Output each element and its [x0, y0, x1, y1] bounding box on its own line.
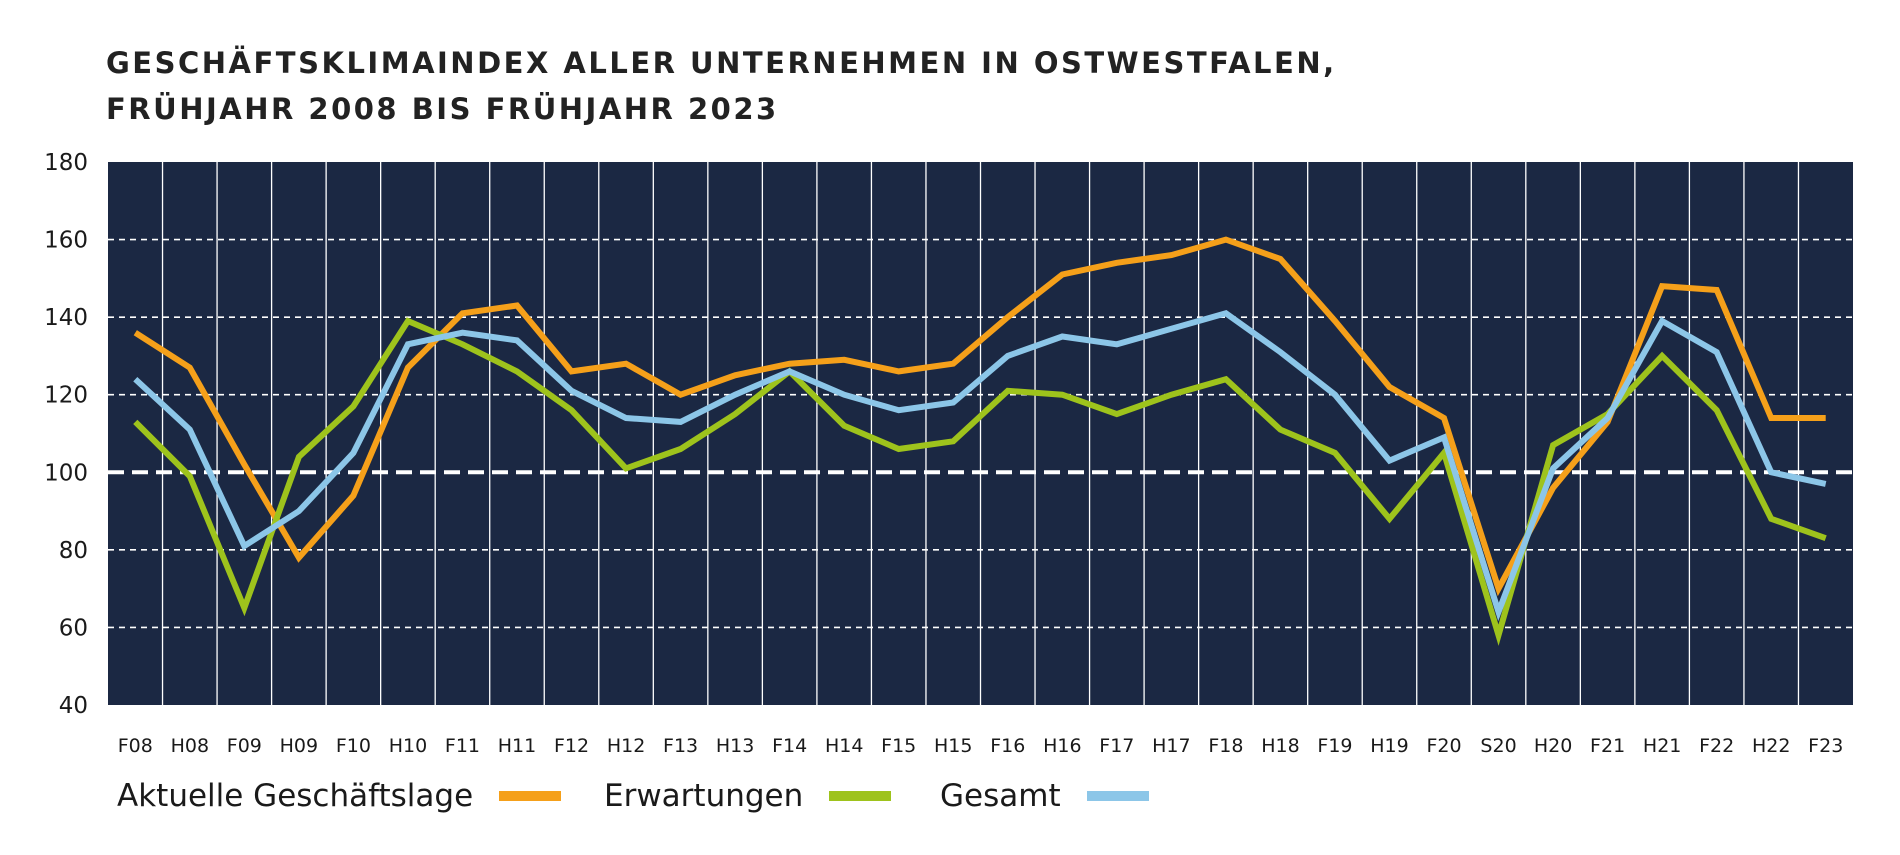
- x-tick-label: F13: [663, 735, 698, 757]
- y-tick-label: 40: [59, 693, 88, 719]
- x-tick-label: H14: [825, 735, 863, 757]
- x-tick-label: H16: [1043, 735, 1081, 757]
- y-tick-label: 60: [59, 615, 88, 641]
- legend-label: Erwartungen: [604, 778, 804, 814]
- x-tick-label: F15: [881, 735, 916, 757]
- y-tick-label: 120: [44, 383, 88, 409]
- x-tick-label: H09: [280, 735, 318, 757]
- x-tick-label: H17: [1152, 735, 1190, 757]
- legend-item-gesamt: Gesamt: [940, 776, 1149, 816]
- x-tick-label: H19: [1370, 735, 1408, 757]
- x-tick-label: F18: [1208, 735, 1243, 757]
- x-tick-label: F12: [554, 735, 589, 757]
- series-line-aktuelle-gesch-ftslage: [133, 236, 1826, 597]
- chart-title: GESCHÄFTSKLIMAINDEX ALLER UNTERNEHMEN IN…: [106, 40, 1337, 132]
- chart-title-line-2: FRÜHJAHR 2008 BIS FRÜHJAHR 2023: [106, 92, 779, 126]
- y-tick-label: 160: [44, 228, 88, 254]
- x-tick-label: F20: [1426, 735, 1461, 757]
- x-tick-label: F22: [1699, 735, 1734, 757]
- y-axis-tick-labels: 40 60 80 100 120 140 160 180: [44, 150, 88, 719]
- y-tick-label: 180: [44, 150, 88, 176]
- series-line-erwartungen: [133, 317, 1827, 646]
- x-tick-label: F11: [445, 735, 480, 757]
- legend-label: Aktuelle Geschäftslage: [117, 778, 474, 814]
- x-tick-label: F16: [990, 735, 1025, 757]
- x-tick-label: F10: [336, 735, 371, 757]
- x-tick-label: S20: [1480, 735, 1516, 757]
- x-tick-label: F14: [772, 735, 807, 757]
- x-tick-label: H12: [607, 735, 645, 757]
- x-tick-label: F09: [227, 735, 262, 757]
- x-tick-label: F17: [1099, 735, 1134, 757]
- y-tick-label: 100: [44, 460, 88, 486]
- x-tick-label: H08: [171, 735, 209, 757]
- y-tick-label: 80: [59, 538, 88, 564]
- line-chart: 40 60 80 100 120 140 160 180 F08 H08 F09 H09 F10 H10…: [44, 150, 1853, 757]
- legend-item-erwartungen: Erwartungen: [604, 776, 892, 816]
- x-tick-label: F19: [1317, 735, 1352, 757]
- chart-title-line-1: GESCHÄFTSKLIMAINDEX ALLER UNTERNEHMEN IN…: [106, 46, 1337, 80]
- x-axis-tick-labels: F08 H08 F09 H09 F10 H10 F11 H11 F12 H12 F13 H13 F14 H…: [118, 735, 1844, 757]
- x-tick-label: H13: [716, 735, 754, 757]
- x-tick-label: H10: [389, 735, 427, 757]
- x-tick-label: H20: [1534, 735, 1572, 757]
- x-tick-label: F21: [1590, 735, 1625, 757]
- x-tick-label: F23: [1808, 735, 1843, 757]
- x-tick-label: H15: [934, 735, 972, 757]
- legend-swatch-orange: [499, 791, 562, 801]
- x-tick-label: H18: [1261, 735, 1299, 757]
- legend-swatch-green: [829, 791, 892, 801]
- series-line-gesamt: [133, 310, 1827, 622]
- x-tick-label: H11: [498, 735, 536, 757]
- legend-label: Gesamt: [940, 778, 1061, 814]
- series-lines: [133, 236, 1827, 646]
- x-tick-label: F08: [118, 735, 153, 757]
- legend-swatch-blue: [1086, 791, 1149, 801]
- x-tick-label: H22: [1752, 735, 1790, 757]
- x-tick-label: H21: [1643, 735, 1681, 757]
- legend-item-aktuelle-geschaeftslage: Aktuelle Geschäftslage: [117, 776, 562, 816]
- y-tick-label: 140: [44, 305, 88, 331]
